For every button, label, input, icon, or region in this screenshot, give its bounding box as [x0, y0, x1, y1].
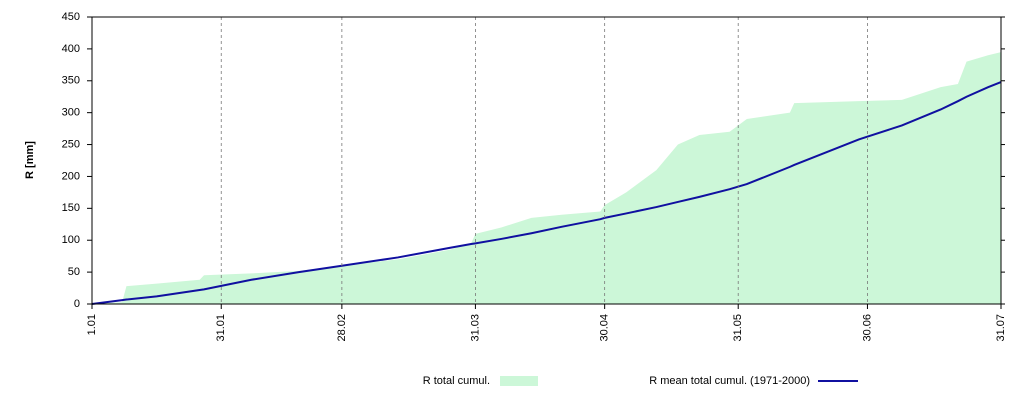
y-axis-label: R [mm]	[24, 141, 36, 179]
plot-frame	[91, 16, 1002, 305]
line	[91, 81, 1002, 305]
y-tick-label: 250	[62, 138, 80, 150]
y-tick-label: 300	[62, 107, 80, 119]
x-tick-label: 28.02	[336, 314, 348, 342]
legend-swatch	[500, 376, 538, 386]
y-tick-label: 50	[68, 266, 80, 278]
y-tick-label: 450	[62, 11, 80, 23]
y-tick-label: 400	[62, 43, 80, 55]
legend-label: R mean total cumul. (1971-2000)	[649, 375, 810, 387]
x-tick-label: 31.07	[995, 314, 1007, 342]
y-tick-label: 100	[62, 234, 80, 246]
x-tick-label: 31.03	[469, 314, 481, 342]
x-tick-label: 30.04	[599, 314, 611, 342]
x-tick-label: 31.01	[215, 314, 227, 342]
legend-label: R total cumul.	[423, 375, 490, 387]
x-tick-label: 1.01	[86, 314, 98, 335]
area	[92, 52, 1001, 305]
y-tick-label: 0	[74, 298, 80, 310]
y-tick-label: 200	[62, 170, 80, 182]
y-tick-label: 150	[62, 202, 80, 214]
y-tick-label: 350	[62, 75, 80, 87]
x-tick-label: 30.06	[861, 314, 873, 342]
x-tick-label: 31.05	[732, 314, 744, 342]
